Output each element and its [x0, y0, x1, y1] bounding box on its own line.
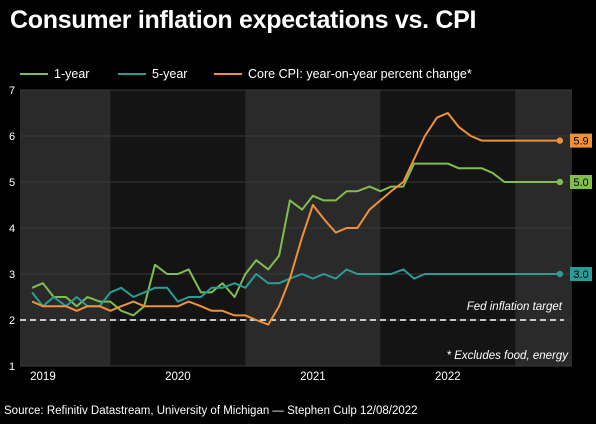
fed-target-label: Fed inflation target — [467, 301, 563, 313]
one-year-end-point — [556, 178, 564, 186]
x-tick-label: 2019 — [30, 371, 56, 383]
five-year-end-label: 3.0 — [573, 269, 588, 281]
y-tick-label: 1 — [9, 361, 15, 373]
core-cpi-legend-label: Core CPI: year-on-year percent change* — [248, 67, 472, 81]
core-cpi-end-label-box — [570, 133, 592, 148]
y-tick-label: 5 — [9, 177, 15, 189]
x-tick-label: 2022 — [435, 371, 461, 383]
footnote: * Excludes food, energy — [447, 350, 570, 362]
source-note: Source: Refinitiv Datastream, University… — [4, 405, 418, 417]
one-year-legend-label: 1-year — [54, 67, 89, 81]
five-year-end-label-box — [570, 267, 592, 281]
core-cpi-end-point — [556, 137, 564, 144]
y-tick-label: 3 — [9, 269, 15, 281]
chart-title: Consumer inflation expectations vs. CPI — [10, 6, 477, 34]
y-tick-label: 6 — [9, 131, 15, 143]
five-year-legend-label: 5-year — [152, 67, 187, 81]
five-year-line — [31, 268, 560, 308]
x-tick-label: 2021 — [300, 371, 326, 383]
core-cpi-line — [31, 112, 560, 326]
one-year-end-label: 5.0 — [573, 177, 588, 189]
one-year-end-label-box — [570, 175, 592, 189]
five-year-end-point — [556, 270, 564, 278]
y-tick-label: 4 — [9, 223, 15, 235]
y-tick-label: 7 — [9, 85, 15, 97]
one-year-line — [31, 162, 560, 317]
x-tick-label: 2020 — [165, 371, 191, 383]
y-tick-label: 2 — [9, 315, 15, 327]
core-cpi-end-label: 5.9 — [573, 136, 588, 148]
